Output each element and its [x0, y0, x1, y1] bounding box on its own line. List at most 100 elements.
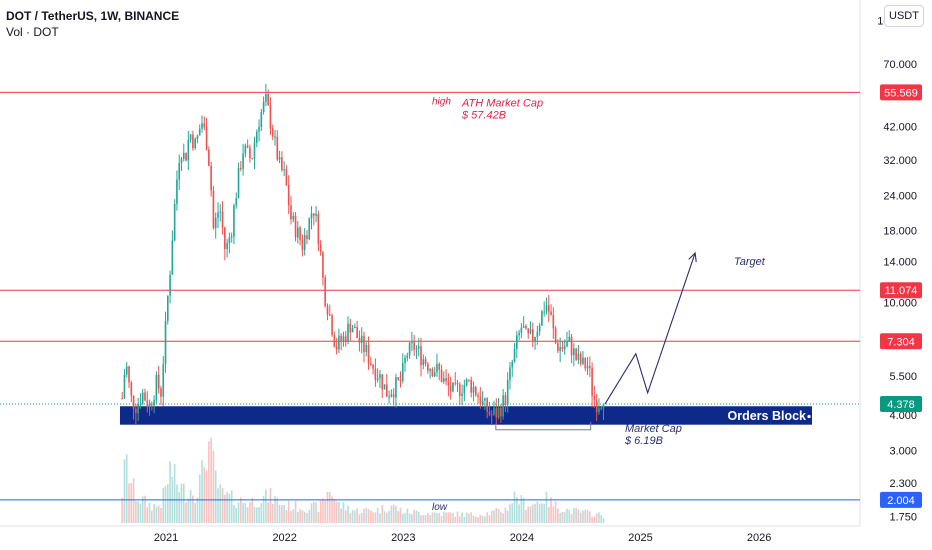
volume-bar — [354, 510, 356, 523]
volume-bar — [338, 501, 340, 523]
candle-body — [349, 323, 352, 333]
volume-bar — [201, 460, 203, 523]
volume-bar — [397, 510, 400, 523]
volume-bar — [554, 501, 557, 523]
candle-body — [436, 363, 438, 373]
volume-bar — [383, 511, 386, 523]
volume-bar — [570, 514, 573, 523]
volume-bar — [208, 441, 210, 523]
volume-bar — [265, 489, 267, 523]
volume-bar — [504, 507, 507, 523]
y-tick-label: 2.300 — [889, 478, 917, 490]
volume-bar — [511, 503, 514, 523]
volume-bar — [233, 504, 235, 523]
candle-body — [550, 311, 552, 315]
volume-bar — [408, 513, 411, 523]
candle-body — [376, 378, 379, 380]
volume-bar — [502, 513, 504, 523]
volume-bar — [385, 512, 388, 523]
candle-body — [511, 361, 514, 368]
volume-bar — [413, 509, 415, 523]
level-badge — [880, 333, 922, 350]
candle-body — [335, 346, 338, 350]
volume-bar — [522, 498, 525, 523]
candle-body — [328, 314, 331, 316]
candle-body — [299, 227, 301, 240]
candle-body — [454, 382, 457, 384]
volume-bar — [420, 515, 422, 523]
level-badge-label: 11.074 — [885, 285, 918, 297]
candle-body — [456, 382, 459, 385]
candle-body — [488, 411, 491, 415]
candle-body — [404, 358, 406, 363]
level-badge-label: 2.004 — [887, 495, 915, 507]
candle-body — [255, 131, 258, 143]
candle-body — [392, 394, 395, 398]
candle-body — [125, 366, 128, 375]
candle-body — [135, 408, 137, 414]
candle-body — [570, 336, 573, 356]
volume-bar — [271, 503, 274, 523]
candle-body — [420, 346, 422, 366]
volume-bar — [237, 502, 240, 523]
volume-bar — [536, 501, 539, 523]
volume-bar — [128, 483, 130, 523]
volume-bar — [123, 459, 126, 523]
volume-bar — [297, 511, 299, 523]
candle-body — [297, 227, 299, 238]
y-tick-label: 32.000 — [883, 155, 917, 167]
volume-bar — [137, 500, 139, 523]
volume-bar — [246, 507, 249, 523]
candle-body — [290, 205, 292, 220]
volume-bar — [422, 515, 425, 523]
candle-body — [591, 367, 593, 396]
candle-body — [246, 145, 249, 148]
candle-body — [497, 407, 500, 418]
volume-legend: Vol · DOT — [6, 25, 59, 39]
candle-body — [372, 364, 374, 369]
candle-body — [474, 386, 477, 396]
candle-body — [395, 377, 397, 398]
candle-body — [472, 386, 475, 393]
candle-body — [579, 353, 582, 364]
volume-bar — [324, 500, 327, 523]
candle-body — [157, 374, 160, 389]
candle-body — [194, 138, 196, 149]
candle-body — [249, 147, 251, 159]
candle-body — [563, 346, 566, 350]
candle-body — [374, 368, 377, 380]
current-price-badge — [880, 396, 922, 413]
volume-bar — [376, 507, 379, 523]
orders-block-zone — [120, 406, 812, 425]
candle-body — [146, 400, 149, 408]
candle-body — [351, 327, 354, 333]
volume-bar — [219, 484, 222, 523]
candle-body — [354, 326, 356, 328]
volume-bar — [406, 508, 409, 523]
candle-body — [520, 327, 523, 333]
volume-bar — [242, 503, 244, 523]
candle-body — [502, 395, 504, 417]
candle-body — [534, 337, 536, 342]
candle-body — [566, 341, 568, 347]
candle-body — [237, 168, 240, 199]
volume-bar — [301, 510, 304, 523]
volume-bar — [255, 507, 258, 523]
volume-bar — [176, 484, 178, 523]
currency-unit-button[interactable]: USDT — [884, 5, 924, 27]
volume-bar — [547, 507, 550, 523]
candle-body — [338, 335, 340, 350]
volume-bar — [135, 501, 137, 523]
candle-body — [479, 396, 482, 405]
candle-body — [331, 315, 333, 336]
volume-bar — [486, 512, 488, 523]
volume-bar — [506, 510, 509, 523]
volume-bar — [360, 512, 363, 523]
y-tick-label: 14.000 — [883, 256, 917, 268]
volume-bar — [454, 516, 457, 523]
volume-bar — [470, 512, 473, 523]
volume-bar — [431, 512, 434, 523]
volume-bar — [287, 500, 290, 523]
candle-body — [447, 381, 450, 386]
